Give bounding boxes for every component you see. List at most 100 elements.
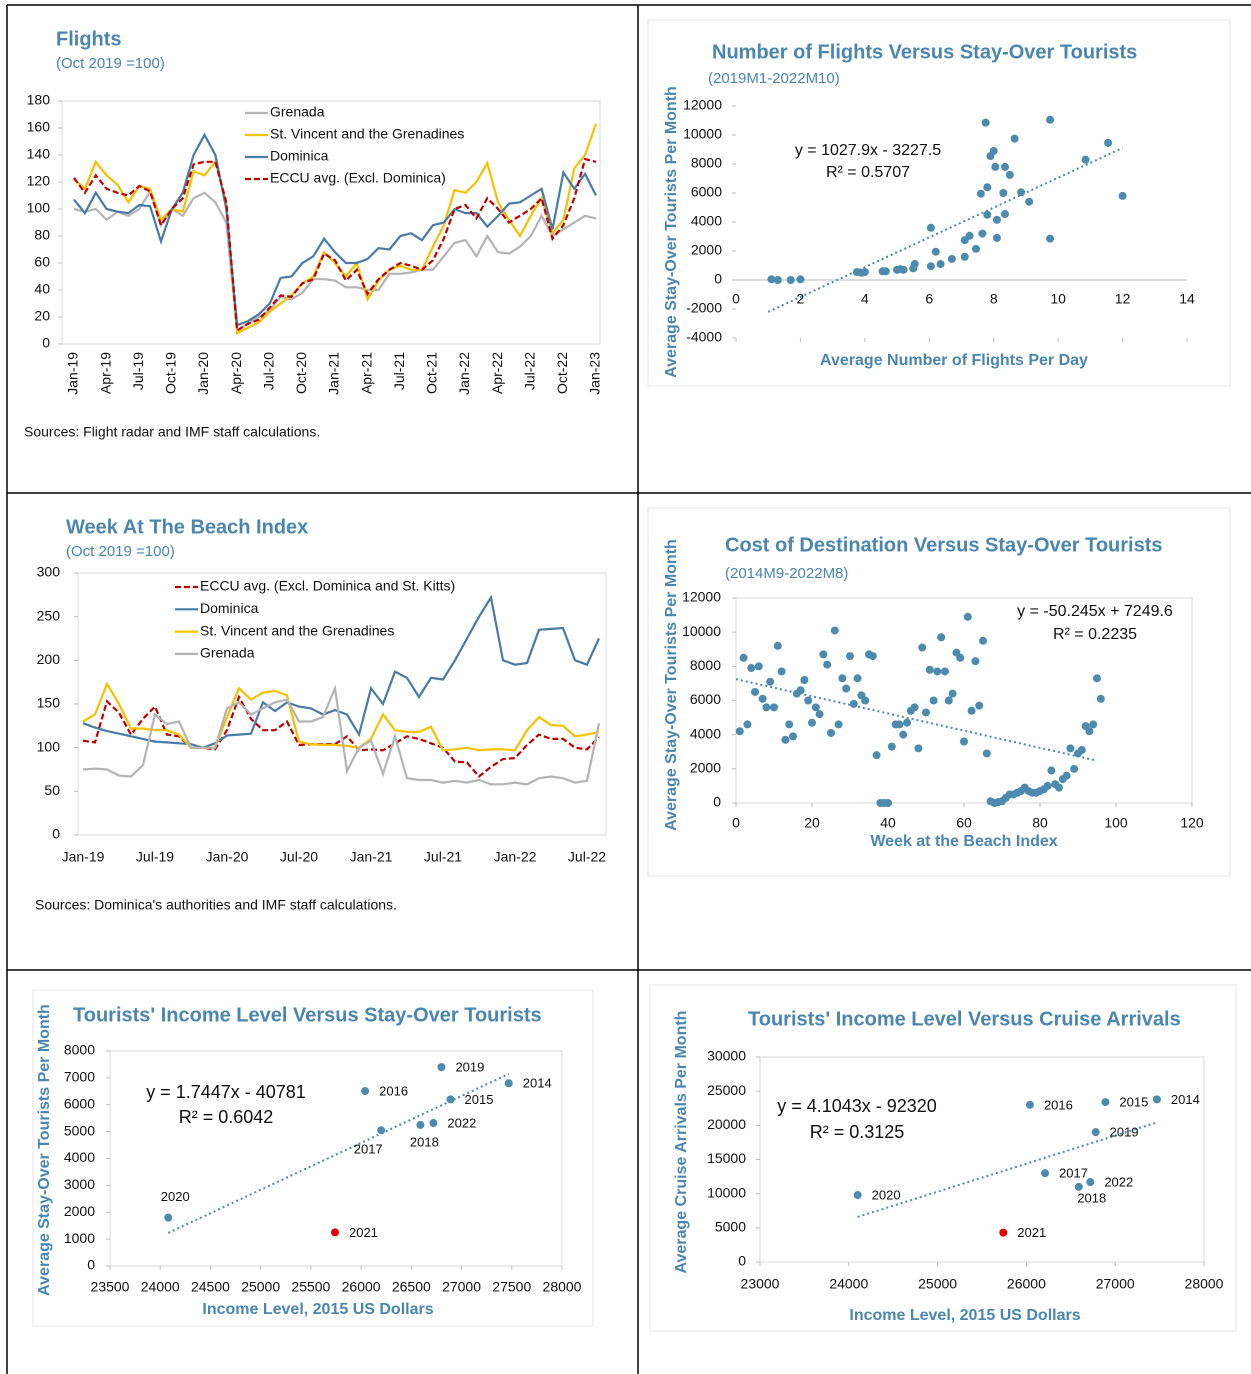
scatter-point [786, 276, 795, 284]
scatter-point [967, 706, 976, 715]
x-tick-label: Jul-21 [424, 849, 462, 865]
y-tick-label: 30000 [707, 1048, 746, 1064]
scatter-point [1070, 764, 1079, 773]
scatter-point [963, 612, 972, 621]
scatter-point [983, 210, 992, 219]
y-axis-title: Average Cruise Arrivals Per Month [673, 1011, 690, 1274]
scatter-point [1062, 771, 1071, 780]
scatter-point [989, 146, 998, 155]
point-label: 2019 [455, 1060, 484, 1075]
y-tick-label: 0 [714, 271, 722, 287]
scatter-point [751, 687, 759, 696]
y-tick-label: 15000 [707, 1150, 746, 1166]
x-tick-label: Jul-20 [260, 352, 276, 390]
series-line [73, 157, 597, 333]
point-label: 2015 [465, 1092, 494, 1107]
y-tick-label: 100 [37, 738, 61, 754]
point-label: 2014 [523, 1076, 552, 1091]
y-tick-label: 200 [37, 651, 61, 667]
legend-label: ECCU avg. (Excl. Dominica) [270, 170, 446, 186]
x-tick-label: 8 [990, 291, 998, 307]
scatter-point [922, 708, 930, 717]
x-tick-label: 12 [1115, 291, 1131, 307]
x-tick-label: 26000 [1007, 1276, 1046, 1292]
x-tick-label: 28000 [543, 1279, 582, 1295]
chart-frame [649, 984, 1237, 1332]
scatter-point [1047, 766, 1056, 775]
point-label: 2014 [1171, 1092, 1200, 1107]
scatter-point [881, 267, 890, 276]
annotation: R² = 0.2235 [1053, 626, 1137, 643]
legend-label: Grenada [270, 104, 325, 120]
scatter-point [926, 223, 935, 232]
point-label: 2015 [1119, 1095, 1148, 1110]
scatter-point [758, 694, 767, 703]
scatter-point [1010, 134, 1019, 143]
scatter-point [504, 1079, 513, 1088]
chart-frame [647, 19, 1231, 387]
x-tick-label: Oct-20 [293, 352, 309, 394]
legend-label: Grenada [200, 645, 255, 661]
scatter-point [846, 652, 854, 661]
x-tick-label: Jan-19 [65, 352, 81, 395]
scatter-point [1081, 155, 1090, 164]
point-label: 2019 [1110, 1125, 1139, 1140]
scatter-point [361, 1087, 370, 1096]
scatter-point [931, 247, 940, 256]
scatter-point [446, 1095, 455, 1104]
source-note: Sources: Flight radar and IMF staff calc… [24, 424, 320, 440]
legend-label: Dominica [200, 600, 259, 616]
y-tick-label: -2000 [686, 300, 722, 316]
x-tick-label: 24000 [829, 1276, 868, 1292]
x-tick-label: Jan-20 [206, 849, 249, 865]
y-axis-title: Average Stay-Over Tourists Per Month [663, 539, 680, 831]
y-tick-label: 6000 [690, 691, 721, 707]
legend-label: Dominica [270, 148, 329, 164]
y-tick-label: -4000 [686, 329, 722, 345]
trendline [767, 147, 1123, 313]
scatter-point [429, 1119, 438, 1128]
y-tick-label: 3000 [64, 1176, 95, 1192]
y-tick-label: 250 [37, 607, 61, 623]
x-tick-label: 60 [956, 815, 972, 831]
x-tick-label: 25500 [291, 1279, 330, 1295]
series-line [82, 684, 601, 786]
x-tick-label: Apr-21 [358, 352, 374, 394]
y-tick-label: 5000 [64, 1122, 95, 1138]
scatter-point [1017, 188, 1026, 197]
x-tick-label: 25000 [918, 1276, 957, 1292]
scatter-point [982, 749, 991, 758]
chart-subtitle: (2014M9-2022M8) [725, 565, 848, 582]
chart-subtitle: (Oct 2019 =100) [56, 55, 165, 72]
x-tick-label: 4 [861, 291, 869, 307]
scatter-point [948, 689, 957, 698]
chart-title: Cost of Destination Versus Stay-Over Tou… [725, 534, 1163, 556]
series-line [73, 123, 598, 335]
x-tick-label: Jan-22 [494, 849, 537, 865]
scatter-point [1085, 727, 1094, 736]
y-tick-label: 0 [738, 1253, 746, 1269]
scatter-point [1025, 197, 1034, 206]
y-tick-label: 2000 [64, 1203, 95, 1219]
x-axis-title: Average Number of Flights Per Day [820, 352, 1088, 369]
scatter-point [975, 701, 984, 710]
scatter-point [933, 667, 942, 676]
scatter-point [983, 183, 992, 192]
y-tick-label: 25000 [707, 1082, 746, 1098]
scatter-point [853, 1191, 862, 1200]
annotation: R² = 0.5707 [826, 164, 910, 181]
scatter-point [941, 667, 949, 676]
scatter-point [903, 718, 911, 727]
scatter-point [979, 636, 987, 645]
annotation: R² = 0.6042 [179, 1107, 274, 1127]
y-tick-label: 4000 [691, 213, 722, 229]
scatter-point [1101, 1098, 1110, 1107]
series-line [82, 681, 600, 752]
scatter-point [754, 662, 763, 671]
scatter-point [895, 720, 904, 729]
series-line [73, 132, 597, 327]
scatter-point [849, 699, 858, 708]
scatter-point [960, 252, 969, 261]
scatter-point [1089, 720, 1098, 729]
